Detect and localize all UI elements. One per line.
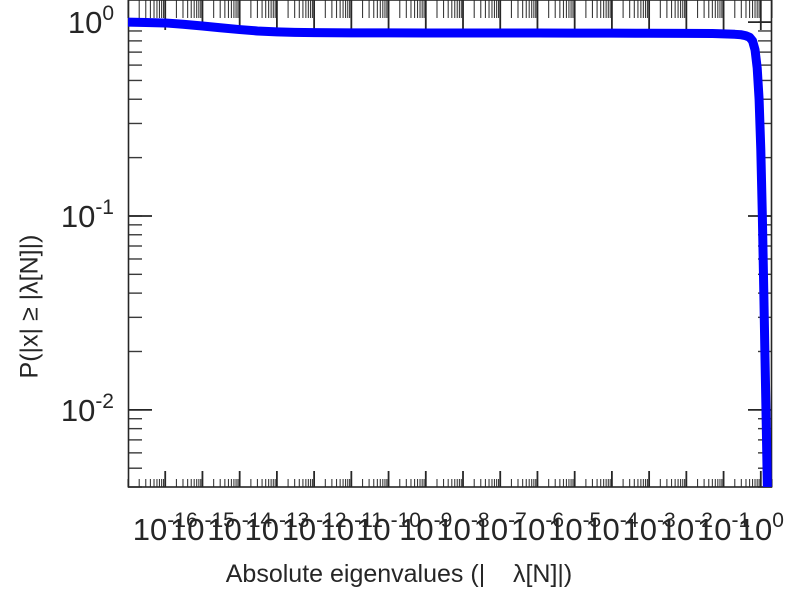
svg-text:100: 100 (68, 2, 114, 40)
x-axis-tick-labels: 10-1610-1510-1410-1310-1210-1110-1010-91… (133, 509, 784, 547)
svg-text:100: 100 (738, 509, 784, 547)
svg-text:10-12: 10-12 (282, 509, 347, 547)
svg-text:10-11: 10-11 (320, 509, 383, 547)
minor-tick-marks (127, 0, 773, 488)
data-line (128, 17, 772, 487)
data-series-group (128, 17, 772, 487)
major-tick-marks (128, 0, 772, 487)
y-axis-label: P(|x| ≥ |λ[N]|) (15, 234, 44, 379)
svg-text:10-4: 10-4 (585, 509, 638, 547)
svg-text:10-1: 10-1 (61, 196, 114, 234)
svg-text:10-5: 10-5 (548, 509, 601, 547)
svg-text:10-2: 10-2 (61, 390, 114, 428)
y-axis-tick-labels: 100 10-1 10-2 (61, 2, 114, 428)
axes-box (127, 0, 773, 488)
x-axis-label: Absolute eigenvalues (| λ[N]|) (225, 560, 573, 588)
